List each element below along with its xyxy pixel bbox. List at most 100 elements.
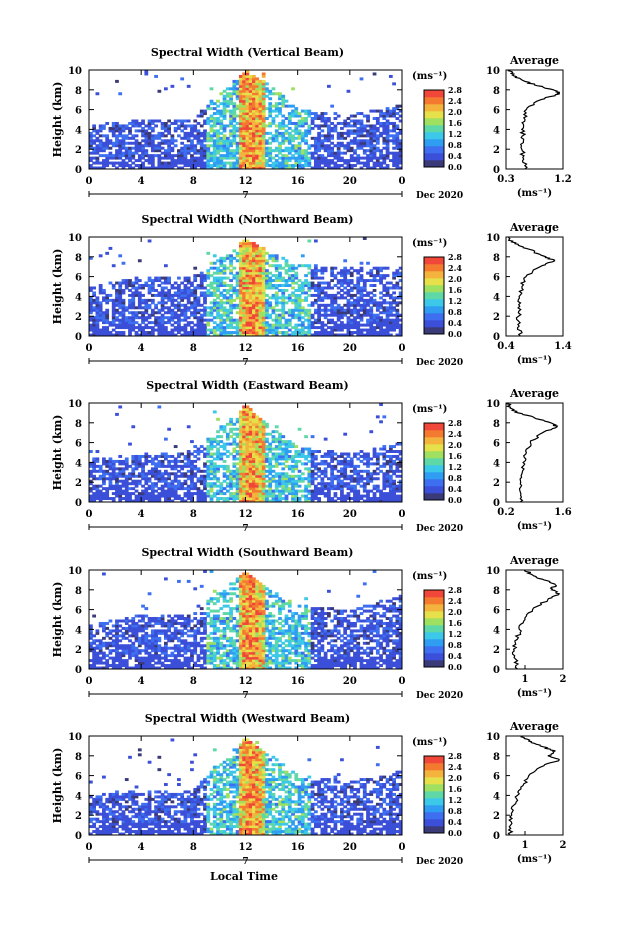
heatmap-cell — [219, 301, 224, 305]
heatmap-cell — [131, 303, 136, 307]
heatmap-cell — [212, 124, 217, 128]
heatmap-cell — [102, 472, 106, 476]
heatmap-cell — [115, 474, 119, 478]
heatmap-cell — [124, 326, 129, 330]
heatmap-cell — [265, 445, 269, 449]
heatmap-cell — [232, 84, 237, 88]
heatmap-cell — [248, 82, 253, 86]
heatmap-cell — [232, 117, 237, 120]
heatmap-cell — [323, 313, 328, 317]
heatmap-cell — [105, 326, 110, 330]
heatmap-cell — [362, 161, 367, 165]
heatmap-cell — [102, 326, 106, 330]
heatmap-cell — [255, 89, 260, 93]
heatmap-cell — [379, 279, 383, 283]
heatmap-cell — [313, 298, 318, 302]
heatmap-cell — [232, 102, 237, 106]
heatmap-cell — [271, 264, 276, 268]
heatmap-cell — [89, 134, 93, 138]
heatmap-cell — [278, 442, 282, 446]
heatmap-cell — [362, 308, 367, 312]
heatmap-cell — [216, 112, 220, 116]
heatmap-cell — [297, 489, 302, 493]
heatmap-cell — [304, 333, 308, 337]
heatmap-cell — [252, 156, 256, 160]
heatmap-cell — [190, 149, 194, 153]
heatmap-cell — [216, 301, 220, 305]
heatmap-cell — [340, 159, 344, 163]
heatmap-cell — [177, 469, 181, 473]
heatmap-cell — [190, 281, 194, 285]
heatmap-cell — [196, 308, 201, 312]
heatmap-cell — [183, 492, 188, 496]
heatmap-cell — [183, 293, 188, 297]
heatmap-cell — [307, 484, 312, 488]
heatmap-cell — [304, 484, 308, 488]
panel-title: Spectral Width (Northward Beam) — [142, 213, 354, 226]
heatmap-cell — [121, 129, 126, 133]
heatmap-cell — [271, 311, 276, 315]
heatmap-cell — [255, 259, 260, 263]
heatmap-cell — [258, 144, 263, 148]
heatmap-cell — [327, 144, 331, 148]
heatmap-cell — [203, 298, 207, 302]
heatmap-cell — [199, 109, 204, 113]
heatmap-cell — [281, 134, 286, 138]
heatmap-cell — [261, 109, 266, 113]
avg-x-tick-label: 1.2 — [554, 174, 571, 185]
heatmap-cell — [297, 141, 302, 145]
heatmap-cell — [163, 166, 168, 170]
heatmap-cell — [111, 164, 116, 168]
heatmap-cell — [258, 440, 263, 444]
heatmap-cell — [212, 139, 217, 143]
heatmap-cell — [235, 432, 240, 436]
heatmap-cell — [190, 452, 194, 456]
heatmap-cell — [261, 274, 266, 278]
heatmap-cell — [196, 318, 201, 322]
heatmap-cell — [271, 479, 276, 483]
heatmap-cell — [242, 156, 246, 160]
heatmap-cell — [248, 316, 253, 320]
heatmap-cell — [252, 497, 256, 501]
heatmap-cell — [180, 156, 185, 160]
colorbar-swatch — [424, 271, 444, 279]
heatmap-cell — [300, 316, 305, 320]
heatmap-cell — [252, 89, 256, 93]
heatmap-cell — [284, 452, 289, 456]
heatmap-cell — [284, 104, 289, 108]
heatmap-cell — [190, 164, 194, 168]
heatmap-cell — [219, 321, 224, 325]
heatmap-cell — [209, 440, 214, 444]
heatmap-cell — [177, 291, 181, 295]
heatmap-cell — [307, 114, 312, 118]
heatmap-cell — [183, 284, 188, 287]
heatmap-cell — [229, 494, 233, 498]
heatmap-cell — [255, 286, 260, 290]
heatmap-cell — [134, 151, 139, 155]
heatmap-cell — [219, 497, 224, 501]
heatmap-cell — [300, 109, 305, 113]
heatmap-cell — [274, 166, 279, 170]
heatmap-cell — [268, 464, 273, 468]
heatmap-cell — [163, 326, 168, 330]
heatmap-cell — [131, 146, 136, 150]
heatmap-cell — [369, 274, 374, 278]
heatmap-cell — [177, 149, 181, 153]
heatmap-cell — [163, 151, 168, 155]
heatmap-cell — [294, 462, 299, 466]
heatmap-cell — [245, 139, 250, 143]
heatmap-cell — [209, 124, 214, 128]
heatmap-cell — [327, 303, 331, 307]
heatmap-cell — [154, 166, 158, 170]
heatmap-cell — [330, 318, 335, 322]
heatmap-cell — [359, 276, 364, 280]
heatmap-cell — [147, 288, 152, 292]
heatmap-cell — [219, 284, 224, 287]
heatmap-cell — [300, 477, 305, 481]
heatmap-cell — [287, 308, 292, 312]
heatmap-cell — [141, 119, 145, 123]
heatmap-cell — [141, 469, 145, 473]
heatmap-cell — [229, 308, 233, 312]
heatmap-cell — [134, 457, 139, 461]
heatmap-cell — [203, 484, 207, 488]
